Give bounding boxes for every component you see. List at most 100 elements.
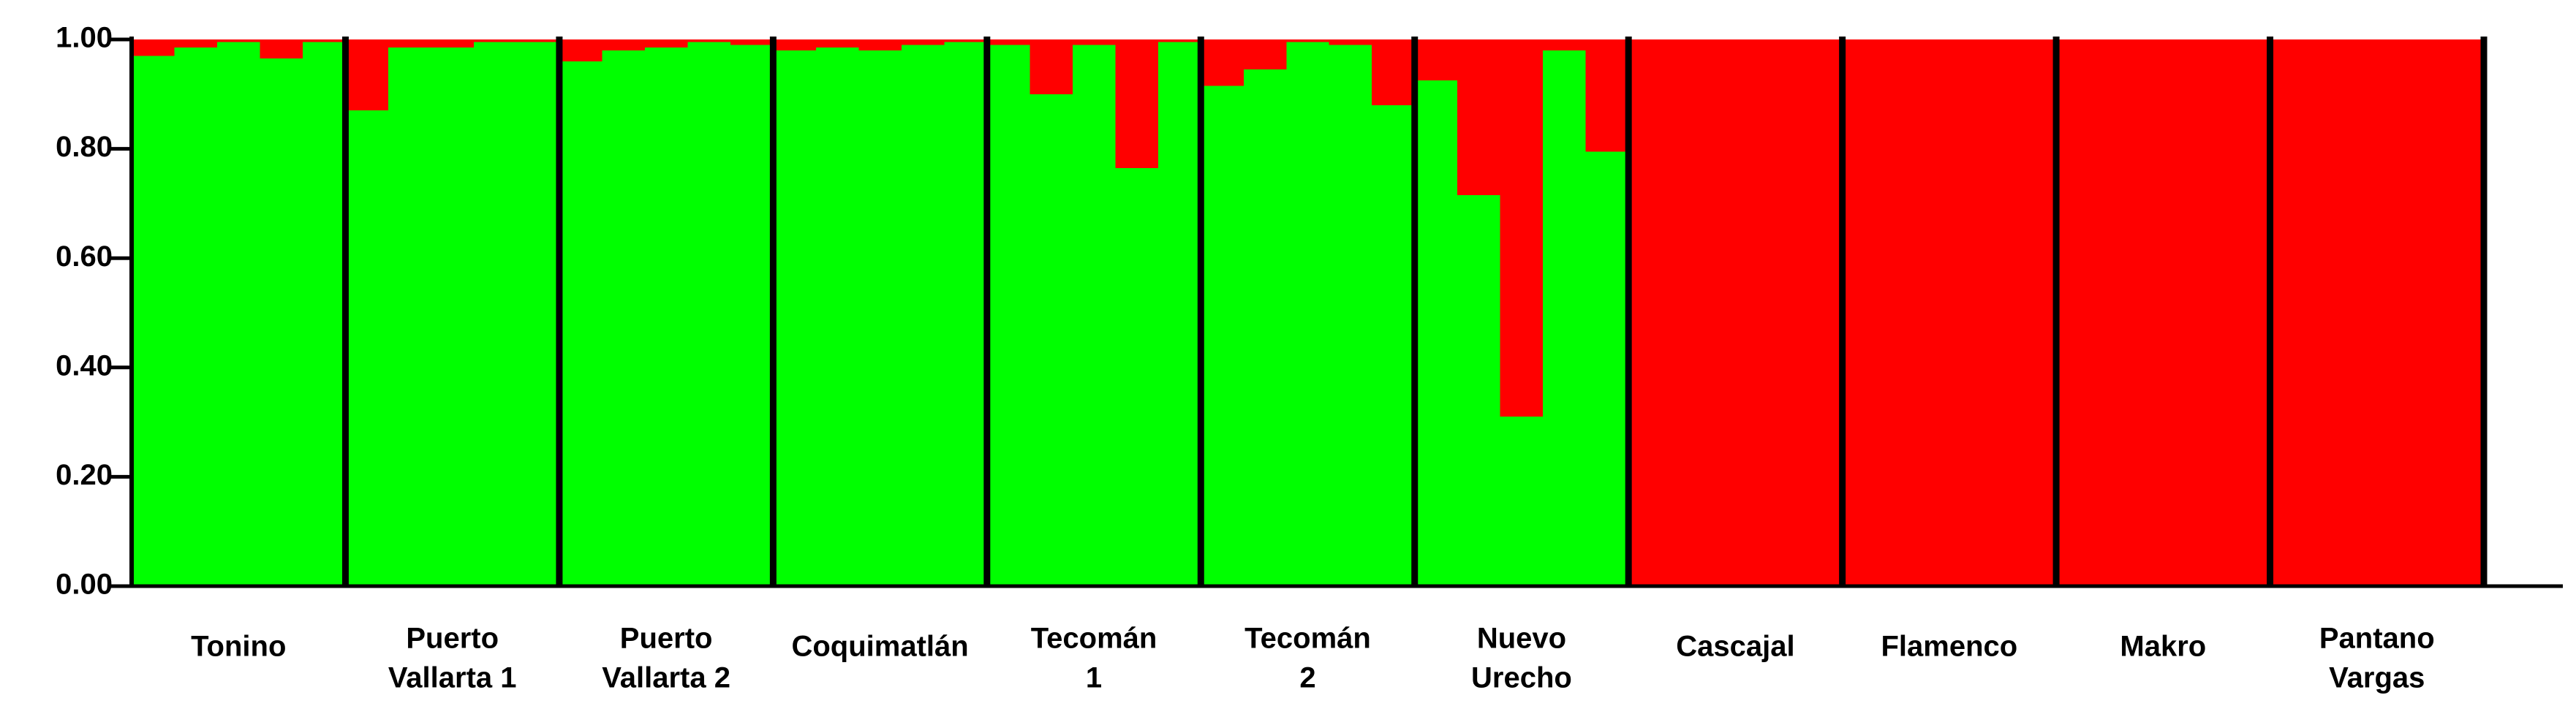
bar-segment: [388, 39, 432, 48]
bar-segment: [1414, 39, 1458, 81]
bar-segment: [516, 39, 560, 42]
bar-segment: [431, 48, 475, 587]
bar-segment: [1286, 39, 1330, 42]
bar-segment: [2099, 39, 2142, 586]
bar-segment: [1585, 151, 1629, 587]
bar-segment: [132, 56, 175, 586]
bar-segment: [1030, 94, 1073, 587]
bar-segment: [1201, 86, 1244, 586]
bar-segment: [2227, 39, 2271, 586]
y-tick-label: 0.00: [56, 569, 113, 601]
bar-segment: [687, 39, 731, 42]
bar-segment: [1372, 39, 1416, 105]
bar-segment: [1457, 39, 1501, 196]
group-label: Tecomán: [1031, 623, 1157, 655]
bar-segment: [559, 39, 603, 61]
bar-segment: [473, 39, 518, 42]
bar-segment: [815, 48, 859, 587]
bar-segment: [1543, 39, 1587, 50]
bar-segment: [1157, 39, 1201, 42]
bar-segment: [1543, 50, 1587, 586]
bar-segment: [132, 39, 175, 56]
bar-segment: [1500, 417, 1544, 586]
bar-segment: [986, 39, 1030, 45]
bar-segment: [1243, 39, 1287, 70]
group-label: Nuevo: [1477, 623, 1566, 655]
bar-segment: [1927, 39, 1971, 586]
bar-segment: [1072, 45, 1116, 587]
bar-segment: [2142, 39, 2186, 586]
bar-segment: [773, 39, 817, 50]
bar-segment: [559, 61, 603, 587]
bar-segment: [2355, 39, 2399, 586]
bar-segment: [1157, 42, 1201, 587]
group-label: Tecomán: [1244, 623, 1371, 655]
bar-segment: [901, 45, 945, 587]
bar-segment: [174, 48, 218, 587]
bar-segment: [2184, 39, 2228, 586]
bar-segment: [2056, 39, 2100, 586]
bar-segment: [944, 42, 988, 587]
bar-segment: [1628, 39, 1672, 586]
bar-segment: [602, 50, 646, 586]
bar-segment: [2270, 39, 2314, 586]
y-tick-label: 0.80: [56, 131, 113, 163]
bar-segment: [1971, 39, 2014, 586]
group-label: Makro: [2120, 631, 2206, 663]
bar-segment: [345, 39, 389, 111]
y-tick-label: 0.60: [56, 240, 113, 273]
bar-segment: [1115, 167, 1159, 586]
group-label: Cascajal: [1676, 631, 1794, 663]
bar-segment: [602, 39, 646, 50]
bar-segment: [2313, 39, 2357, 586]
bar-segment: [858, 50, 902, 586]
bar-segment: [858, 39, 902, 50]
bar-segment: [1030, 39, 1073, 94]
group-label: 1: [1086, 662, 1102, 694]
bar-segment: [1585, 39, 1629, 152]
bar-segment: [473, 42, 518, 587]
bar-segment: [431, 39, 475, 48]
y-tick-label: 1.00: [56, 22, 113, 54]
bar-segment: [1799, 39, 1843, 586]
bar-segment: [260, 58, 303, 587]
bar-segment: [216, 42, 261, 587]
bar-segment: [1457, 195, 1501, 586]
group-label: Vallarta 2: [602, 662, 730, 694]
group-label: Pantano: [2319, 623, 2435, 655]
bar-segment: [1201, 39, 1244, 86]
bar-segment: [516, 42, 560, 587]
bar-segment: [1329, 39, 1372, 45]
bar-segment: [1671, 39, 1715, 586]
bar-segment: [730, 45, 774, 587]
group-label: Tonino: [191, 631, 286, 663]
bar-segment: [2013, 39, 2057, 586]
group-label: Puerto: [620, 623, 713, 655]
bar-segment: [1885, 39, 1929, 586]
group-label: Vallarta 1: [388, 662, 517, 694]
bar-segment: [815, 39, 859, 48]
bar-segment: [1372, 105, 1416, 586]
bar-segment: [174, 39, 218, 48]
bar-segment: [1842, 39, 1886, 586]
bar-segment: [2441, 39, 2485, 586]
bar-segment: [216, 39, 261, 42]
bar-segment: [302, 39, 347, 42]
group-label: Flamenco: [1881, 631, 2018, 663]
bar-segment: [1243, 69, 1287, 586]
bar-segment: [1500, 39, 1544, 417]
bar-segment: [644, 39, 688, 48]
bar-segment: [1714, 39, 1758, 586]
group-label: Puerto: [406, 623, 499, 655]
bar-segment: [1756, 39, 1800, 586]
bar-segment: [1072, 39, 1116, 45]
bar-segment: [1115, 39, 1159, 168]
bar-segment: [986, 45, 1030, 587]
bar-segment: [1329, 45, 1372, 587]
bar-segment: [2398, 39, 2442, 586]
group-label: Vargas: [2329, 662, 2425, 694]
bar-segment: [345, 110, 389, 587]
group-label: Urecho: [1471, 662, 1572, 694]
bar-segment: [302, 42, 347, 587]
bar-segment: [773, 50, 817, 586]
